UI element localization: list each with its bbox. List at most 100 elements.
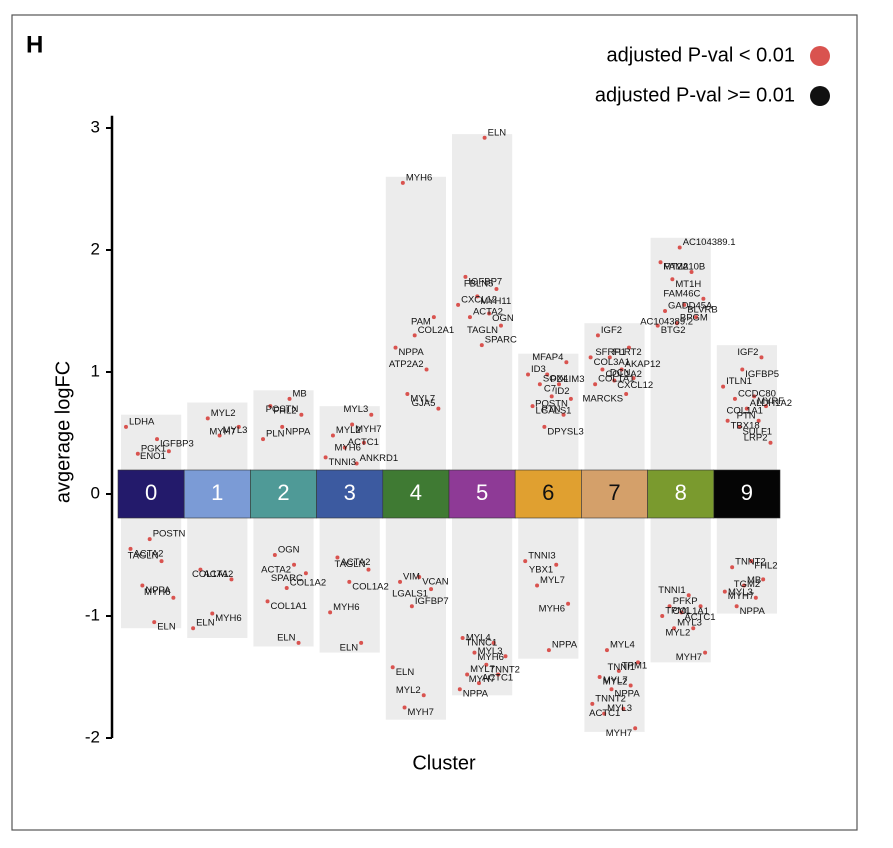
gene-label: LGALS1 xyxy=(536,406,572,417)
gene-point xyxy=(421,693,426,698)
gene-point xyxy=(198,567,203,572)
gene-point xyxy=(166,449,171,454)
gene-point xyxy=(487,311,492,316)
gene-point xyxy=(663,309,668,313)
gene-label: ACTC1 xyxy=(684,612,715,623)
gene-point xyxy=(498,323,503,328)
gene-point xyxy=(546,648,551,653)
gene-point xyxy=(484,662,489,667)
gene-point xyxy=(677,245,682,250)
gene-point xyxy=(366,567,371,572)
gene-point xyxy=(730,565,735,570)
gene-point xyxy=(284,585,289,590)
gene-label: TBX18 xyxy=(731,420,760,431)
gene-point xyxy=(152,620,157,625)
gene-point xyxy=(135,451,140,456)
gene-label: FLRT2 xyxy=(613,347,642,358)
gene-label: MYH7 xyxy=(728,591,754,602)
gene-point xyxy=(217,433,222,438)
gene-label: MYL2 xyxy=(603,677,628,688)
gene-label: MYH6 xyxy=(539,603,565,614)
gene-point xyxy=(229,577,234,582)
gene-label: C7 xyxy=(544,384,556,395)
gene-label: ELN xyxy=(488,127,507,138)
gene-point xyxy=(467,315,472,320)
gene-point xyxy=(205,416,210,421)
gene-label: TNNT2 xyxy=(595,693,626,704)
gene-label: COL1A2 xyxy=(290,577,326,588)
gene-point xyxy=(595,333,600,338)
gene-point xyxy=(761,577,766,582)
gene-point xyxy=(600,367,605,372)
gene-point xyxy=(303,571,308,576)
legend-label: adjusted P-val >= 0.01 xyxy=(595,84,795,106)
gene-point xyxy=(494,287,499,292)
gene-point xyxy=(456,302,461,307)
gene-point xyxy=(568,396,573,401)
gene-point xyxy=(612,378,617,383)
y-tick-label: -2 xyxy=(85,727,100,746)
gene-point xyxy=(402,705,407,710)
gene-point xyxy=(607,355,612,360)
gene-label: MYL4 xyxy=(610,640,635,651)
gene-point xyxy=(635,660,640,665)
gene-point xyxy=(335,555,340,560)
gene-point xyxy=(405,391,410,396)
cluster-label: 0 xyxy=(145,480,157,505)
gene-point xyxy=(737,424,742,429)
gene-label: ACTA2 xyxy=(473,307,503,318)
gene-point xyxy=(436,406,441,411)
gene-point xyxy=(689,269,694,274)
gene-label: MYL7 xyxy=(470,664,495,675)
gene-label: FAM210B xyxy=(664,262,706,273)
gene-point xyxy=(609,687,614,692)
gene-label: MYL3 xyxy=(607,703,632,714)
gene-label: MYL2 xyxy=(396,685,421,696)
gene-label: SFRP1 xyxy=(595,347,626,358)
y-tick-label: -1 xyxy=(85,605,100,624)
y-axis-label: avgerage logFC xyxy=(52,361,74,503)
gene-label: OGN xyxy=(492,313,514,324)
gene-point xyxy=(674,321,679,326)
gene-label: COL1A2 xyxy=(605,369,641,380)
gene-point xyxy=(361,440,366,445)
gene-label: NPPA xyxy=(285,426,311,437)
gene-point xyxy=(472,650,477,655)
gene-label: POSTN xyxy=(266,404,299,415)
gene-label: ACTA2 xyxy=(261,564,291,575)
cluster-label: 7 xyxy=(608,480,620,505)
gene-point xyxy=(537,382,542,387)
gene-label: PTN xyxy=(737,410,756,421)
gene-label: MYRF xyxy=(757,396,784,407)
gene-label: MYH7 xyxy=(408,707,434,718)
gene-label: IGFBP7 xyxy=(415,596,449,607)
gene-label: PTN xyxy=(542,404,561,415)
gene-label: ACTC1 xyxy=(589,708,620,719)
gene-label: MYH7 xyxy=(355,424,381,435)
gene-label: MYH7 xyxy=(469,674,495,685)
gene-point xyxy=(482,135,487,140)
gene-label: MYH11 xyxy=(480,296,511,307)
gene-label: MYH6 xyxy=(333,602,359,613)
gene-label: ID2 xyxy=(555,386,570,397)
gene-point xyxy=(479,343,484,348)
gene-point xyxy=(753,595,758,600)
gene-point xyxy=(744,406,749,411)
gene-point xyxy=(763,404,768,409)
gene-label: TNNI1 xyxy=(658,585,685,596)
cluster-range xyxy=(584,323,645,732)
gene-label: LRP2 xyxy=(744,432,768,443)
gene-label: MYH7 xyxy=(606,728,632,739)
gene-point xyxy=(292,562,297,567)
gene-label: MYL3 xyxy=(677,618,702,629)
gene-point xyxy=(503,654,508,659)
gene-labels: LDHAIGFBP3PGK1ENO1POSTNACTA2TAGLNNPPAMYH… xyxy=(128,127,792,738)
gene-point xyxy=(624,391,629,396)
gene-point xyxy=(210,611,215,616)
gene-point xyxy=(287,396,292,401)
cluster-range xyxy=(650,237,711,663)
cluster-box xyxy=(514,469,582,519)
gene-label: COL1A2 xyxy=(352,581,388,592)
gene-label: ALDH1A2 xyxy=(750,398,792,409)
y-tick-label: 0 xyxy=(91,483,100,502)
